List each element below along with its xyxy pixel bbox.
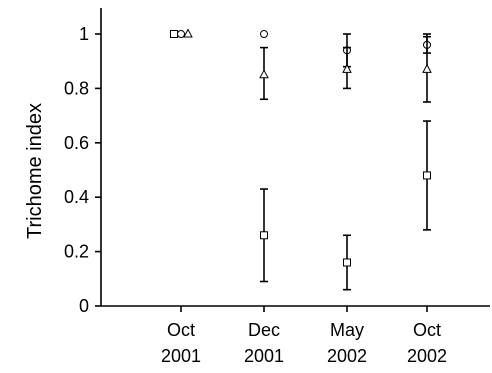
x-tick-label-month: Oct: [413, 320, 441, 340]
data-point-triangle: [422, 63, 432, 73]
data-point-circle: [260, 30, 268, 38]
y-tick-label: 0.6: [64, 133, 89, 153]
data-point-square: [343, 258, 351, 267]
data-point-square: [170, 30, 178, 38]
data-point-circle: [177, 30, 185, 38]
plot-area: [170, 28, 432, 291]
x-tick-label-month: Oct: [167, 320, 195, 340]
data-point-triangle: [342, 63, 352, 73]
x-tick-label-year: 2001: [244, 346, 284, 366]
x-tick-label-month: Dec: [248, 320, 280, 340]
data-point-square: [423, 171, 431, 180]
y-ticks: 0 0.2 0.4 0.6 0.8 1: [64, 24, 101, 316]
y-tick-label: 0.2: [64, 242, 89, 262]
data-point-square: [260, 231, 268, 240]
x-ticks: Oct 2001 Dec 2001 May 2002 Oct 2002: [161, 306, 447, 366]
x-tick-label-month: May: [330, 320, 364, 340]
y-tick-label: 1: [79, 24, 89, 44]
y-axis-title: Trichome index: [24, 103, 46, 239]
y-tick-label: 0: [79, 296, 89, 316]
y-tick-label: 0.8: [64, 78, 89, 98]
y-tick-label: 0.4: [64, 187, 89, 207]
data-point-triangle: [259, 69, 269, 79]
x-tick-label-year: 2002: [327, 346, 367, 366]
y-axis: 0 0.2 0.4 0.6 0.8 1 Trichome index: [24, 8, 102, 316]
x-tick-label-year: 2001: [161, 346, 201, 366]
data-point-triangle: [183, 28, 193, 38]
x-axis: Oct 2001 Dec 2001 May 2002 Oct 2002: [101, 305, 490, 366]
x-tick-label-year: 2002: [407, 346, 447, 366]
